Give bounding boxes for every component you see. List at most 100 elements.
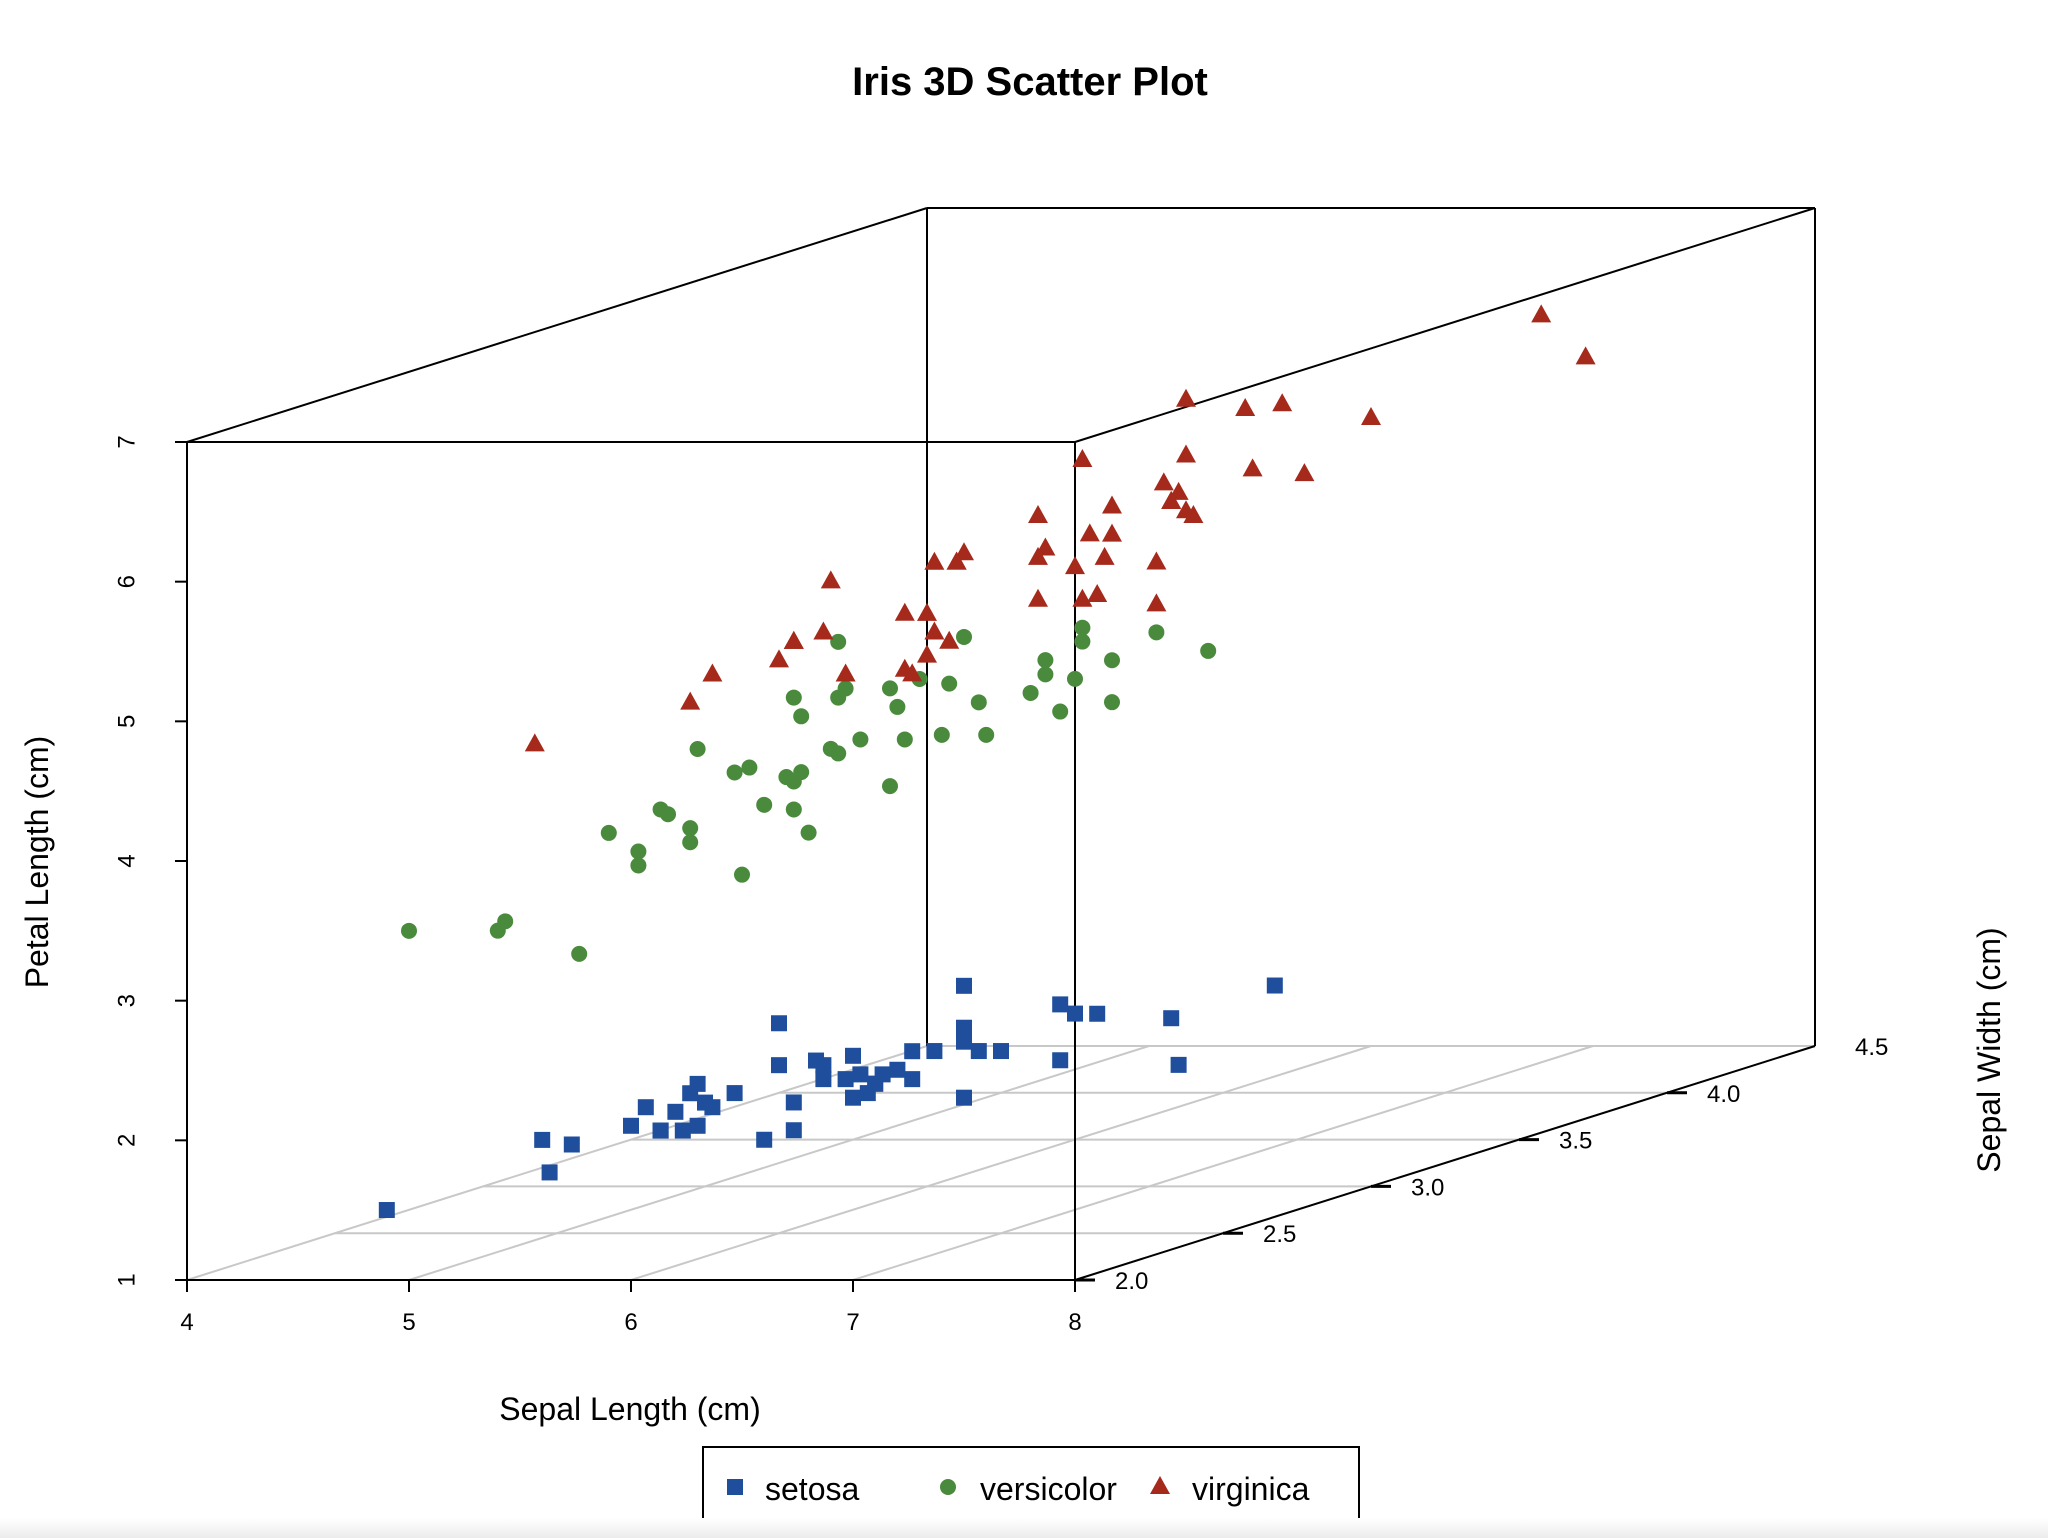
point-virginica xyxy=(680,691,701,710)
point-versicolor xyxy=(837,680,854,697)
z-axis-label: Petal Length (cm) xyxy=(19,736,55,989)
point-virginica xyxy=(1146,593,1167,612)
point-virginica xyxy=(1183,505,1204,523)
y-tick-label: 4.5 xyxy=(1855,1034,1888,1061)
point-setosa xyxy=(859,1085,876,1102)
point-versicolor xyxy=(682,834,699,851)
point-virginica xyxy=(1168,481,1189,500)
point-virginica xyxy=(1079,523,1100,542)
point-virginica xyxy=(702,663,723,682)
legend-marker-virginica xyxy=(1150,1476,1170,1494)
point-virginica xyxy=(1575,346,1596,365)
point-versicolor xyxy=(600,824,617,841)
point-virginica xyxy=(1146,551,1167,570)
point-versicolor xyxy=(1148,624,1165,641)
point-virginica xyxy=(1035,537,1056,556)
point-versicolor xyxy=(630,843,647,860)
point-virginica xyxy=(894,602,915,621)
grid-line-x xyxy=(408,1045,1150,1281)
z-tick-label: 2 xyxy=(114,1134,141,1147)
point-setosa xyxy=(652,1122,669,1139)
point-versicolor xyxy=(889,698,906,715)
point-versicolor xyxy=(941,675,958,692)
point-virginica xyxy=(769,649,789,668)
point-virginica xyxy=(783,630,804,649)
box-edge xyxy=(1074,207,1816,443)
point-setosa xyxy=(889,1061,906,1078)
point-setosa xyxy=(697,1094,713,1111)
point-setosa xyxy=(926,1043,943,1060)
point-virginica xyxy=(1072,448,1093,467)
point-virginica xyxy=(835,663,856,682)
point-versicolor xyxy=(630,857,647,874)
point-setosa xyxy=(541,1164,558,1181)
point-setosa xyxy=(993,1043,1009,1060)
point-setosa xyxy=(726,1085,743,1102)
point-versicolor xyxy=(978,726,995,743)
point-setosa xyxy=(808,1052,824,1069)
x-tick-label: 8 xyxy=(1068,1309,1081,1336)
point-versicolor xyxy=(1104,694,1120,711)
floor-grid xyxy=(186,1045,1816,1281)
point-virginica xyxy=(1176,388,1196,407)
point-setosa xyxy=(815,1071,832,1088)
point-virginica xyxy=(954,542,974,561)
x-tick-label: 5 xyxy=(402,1309,415,1336)
point-versicolor xyxy=(785,801,802,818)
y-tick-label: 2.0 xyxy=(1115,1268,1148,1295)
point-versicolor xyxy=(689,740,706,757)
point-versicolor xyxy=(822,740,839,757)
point-setosa xyxy=(771,1015,787,1032)
point-versicolor xyxy=(778,769,795,786)
point-versicolor xyxy=(756,796,773,813)
point-virginica xyxy=(524,733,545,752)
point-versicolor xyxy=(1067,670,1083,687)
x-tick-label: 4 xyxy=(180,1309,193,1336)
grid-line-x xyxy=(630,1045,1372,1281)
point-virginica xyxy=(924,621,945,640)
z-tick-label: 1 xyxy=(114,1273,141,1286)
point-virginica xyxy=(1361,406,1381,425)
point-setosa xyxy=(756,1131,773,1148)
y-axis-label: Sepal Width (cm) xyxy=(1971,927,2007,1172)
point-setosa xyxy=(956,1019,972,1036)
point-setosa xyxy=(970,1043,987,1060)
z-tick-label: 4 xyxy=(114,854,141,867)
point-versicolor xyxy=(956,628,972,645)
point-virginica xyxy=(917,602,937,621)
legend-marker-setosa xyxy=(727,1479,743,1495)
z-tick-label: 7 xyxy=(114,435,141,448)
x-axis-label: Sepal Length (cm) xyxy=(499,1391,760,1427)
point-versicolor xyxy=(741,759,758,776)
point-versicolor xyxy=(1037,666,1054,683)
point-setosa xyxy=(674,1122,691,1139)
point-versicolor xyxy=(1074,633,1091,650)
point-setosa xyxy=(623,1117,639,1134)
point-setosa xyxy=(1052,1052,1069,1069)
point-virginica xyxy=(1102,523,1122,542)
point-setosa xyxy=(845,1089,861,1106)
point-setosa xyxy=(667,1103,684,1120)
point-setosa xyxy=(563,1136,580,1153)
legend: setosa versicolor virginica xyxy=(702,1446,1360,1532)
grid-line-x xyxy=(852,1045,1594,1281)
point-versicolor xyxy=(882,680,898,697)
point-virginica xyxy=(1065,556,1085,575)
point-versicolor xyxy=(1200,642,1217,659)
point-virginica xyxy=(813,621,834,640)
point-setosa xyxy=(852,1066,869,1083)
z-tick-label: 5 xyxy=(114,715,141,728)
point-versicolor xyxy=(571,945,588,962)
point-setosa xyxy=(785,1122,802,1139)
point-setosa xyxy=(1163,1010,1180,1027)
point-setosa xyxy=(1170,1056,1187,1073)
point-setosa xyxy=(1067,1005,1083,1022)
point-versicolor xyxy=(660,806,676,823)
point-versicolor xyxy=(1052,703,1069,720)
point-versicolor xyxy=(800,824,817,841)
point-virginica xyxy=(1161,491,1182,510)
point-versicolor xyxy=(1022,684,1039,701)
point-virginica xyxy=(1272,393,1293,412)
